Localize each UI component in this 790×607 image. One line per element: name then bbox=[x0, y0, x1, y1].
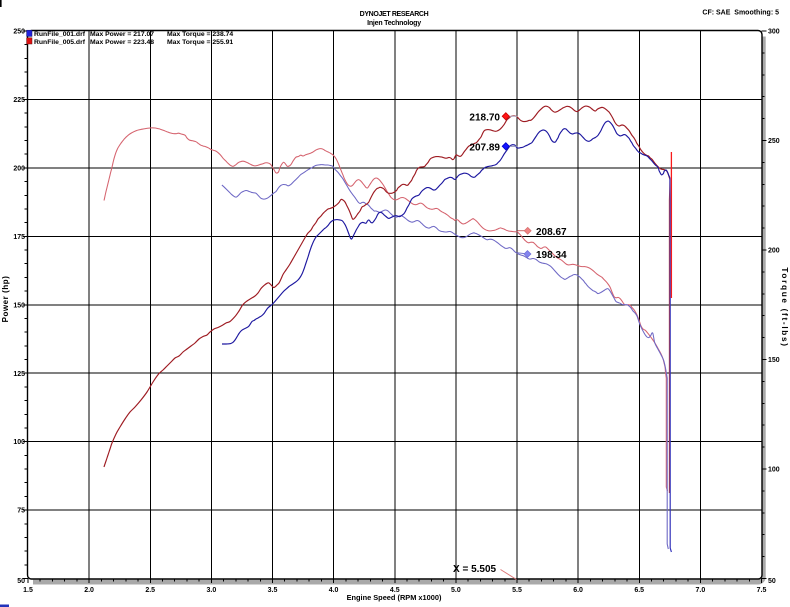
svg-text:7.5: 7.5 bbox=[757, 587, 767, 594]
svg-text:250: 250 bbox=[13, 29, 25, 36]
svg-text:1.5: 1.5 bbox=[23, 587, 33, 594]
svg-text:6.5: 6.5 bbox=[634, 587, 644, 594]
svg-text:Torque (ft-lbs): Torque (ft-lbs) bbox=[780, 267, 789, 347]
svg-text:198.34: 198.34 bbox=[536, 250, 567, 261]
svg-text:200: 200 bbox=[768, 248, 780, 255]
svg-text:RunFile_005.drf: RunFile_005.drf bbox=[34, 39, 86, 46]
svg-text:7.0: 7.0 bbox=[696, 587, 706, 594]
svg-text:218.70: 218.70 bbox=[469, 112, 500, 123]
svg-text:5.0: 5.0 bbox=[451, 587, 461, 594]
svg-text:125: 125 bbox=[13, 371, 25, 378]
svg-text:207.89: 207.89 bbox=[469, 142, 500, 153]
svg-text:50: 50 bbox=[768, 578, 776, 585]
svg-text:100: 100 bbox=[768, 467, 780, 474]
svg-text:200: 200 bbox=[13, 166, 25, 173]
svg-text:175: 175 bbox=[13, 234, 25, 241]
svg-text:208.67: 208.67 bbox=[536, 227, 567, 238]
svg-text:6.0: 6.0 bbox=[573, 587, 583, 594]
svg-text:Injen Technology: Injen Technology bbox=[367, 20, 421, 27]
svg-text:5.5: 5.5 bbox=[512, 587, 522, 594]
svg-text:RunFile_001.drf: RunFile_001.drf bbox=[34, 31, 86, 38]
svg-text:250: 250 bbox=[768, 138, 780, 145]
svg-text:2.0: 2.0 bbox=[84, 587, 94, 594]
svg-text:Engine Speed (RPM x1000): Engine Speed (RPM x1000) bbox=[347, 593, 442, 602]
svg-text:Max Torque = 238.74: Max Torque = 238.74 bbox=[167, 31, 233, 38]
svg-text:CF: SAE Smoothing: 5: CF: SAE Smoothing: 5 bbox=[702, 9, 779, 16]
svg-text:Max Power = 217.07: Max Power = 217.07 bbox=[90, 31, 154, 38]
svg-text:50: 50 bbox=[17, 578, 25, 585]
svg-text:Max Torque = 255.91: Max Torque = 255.91 bbox=[167, 39, 233, 46]
svg-text:100: 100 bbox=[13, 439, 25, 446]
svg-text:150: 150 bbox=[768, 357, 780, 364]
svg-text:2.5: 2.5 bbox=[145, 587, 155, 594]
svg-text:4.0: 4.0 bbox=[329, 587, 339, 594]
svg-text:3.0: 3.0 bbox=[207, 587, 217, 594]
svg-text:225: 225 bbox=[13, 97, 25, 104]
svg-text:300: 300 bbox=[768, 29, 780, 36]
svg-text:Max Power = 223.48: Max Power = 223.48 bbox=[90, 39, 154, 46]
svg-text:DYNOJET RESEARCH: DYNOJET RESEARCH bbox=[360, 11, 429, 18]
svg-text:X = 5.505: X = 5.505 bbox=[453, 564, 497, 575]
svg-text:Power (hp): Power (hp) bbox=[1, 276, 10, 323]
svg-text:4.5: 4.5 bbox=[390, 587, 400, 594]
svg-text:150: 150 bbox=[13, 302, 25, 309]
svg-text:3.5: 3.5 bbox=[268, 587, 278, 594]
svg-text:75: 75 bbox=[17, 508, 25, 515]
